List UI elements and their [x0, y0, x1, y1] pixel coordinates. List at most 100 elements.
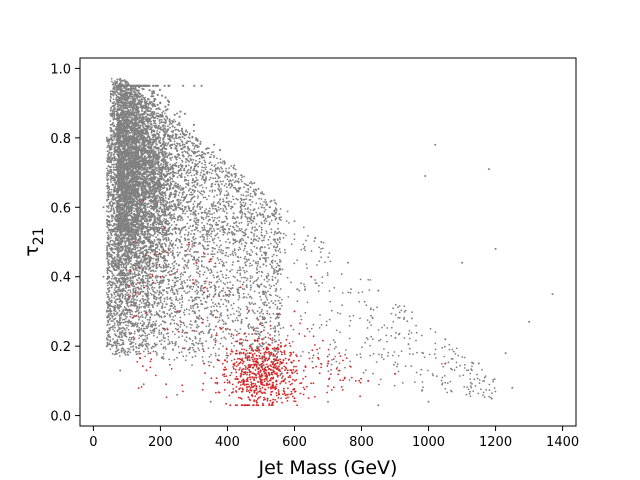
- data-point: [188, 133, 191, 136]
- data-point: [145, 173, 148, 176]
- data-point: [174, 189, 177, 192]
- data-point: [185, 308, 188, 311]
- data-point: [322, 241, 325, 244]
- data-point: [293, 371, 296, 374]
- data-point: [201, 347, 204, 350]
- data-point: [482, 391, 485, 394]
- data-point: [264, 198, 267, 201]
- data-point: [233, 181, 236, 184]
- data-point: [272, 272, 275, 275]
- data-point: [122, 257, 125, 260]
- data-point: [168, 233, 171, 235]
- data-point: [143, 321, 145, 324]
- data-point: [151, 288, 154, 291]
- data-point: [206, 319, 209, 322]
- points-layer: [102, 77, 554, 407]
- data-point: [303, 285, 306, 288]
- data-point: [127, 293, 130, 296]
- data-point: [147, 348, 149, 350]
- data-point: [147, 225, 149, 227]
- data-point: [206, 287, 209, 290]
- data-point: [261, 271, 264, 274]
- data-point: [429, 327, 432, 330]
- data-point: [201, 356, 204, 358]
- data-point: [269, 263, 272, 266]
- data-point: [197, 224, 199, 226]
- data-point: [226, 281, 229, 284]
- data-point: [230, 180, 232, 182]
- data-point: [265, 321, 268, 324]
- data-point: [240, 321, 243, 323]
- data-point: [178, 124, 181, 126]
- data-point: [113, 116, 116, 119]
- data-point: [145, 263, 148, 266]
- data-point: [221, 221, 224, 223]
- data-point: [349, 360, 351, 363]
- data-point: [188, 276, 191, 279]
- data-point: [187, 259, 190, 262]
- data-point: [306, 234, 309, 237]
- data-point: [215, 332, 218, 335]
- data-point: [180, 227, 183, 230]
- data-point: [108, 316, 110, 318]
- data-point: [394, 314, 397, 316]
- data-point: [132, 90, 135, 93]
- data-point: [205, 208, 208, 210]
- data-point: [397, 355, 400, 357]
- data-point: [245, 335, 248, 338]
- data-point: [170, 273, 173, 276]
- data-point: [193, 344, 195, 347]
- data-point: [126, 291, 129, 294]
- data-point: [130, 336, 133, 339]
- data-point: [387, 355, 389, 357]
- data-point: [174, 327, 177, 330]
- data-point: [240, 243, 243, 245]
- data-point: [222, 170, 225, 173]
- data-point: [255, 330, 257, 332]
- data-point: [112, 121, 114, 124]
- data-point: [169, 266, 172, 269]
- data-point: [325, 320, 328, 323]
- data-point: [239, 229, 242, 232]
- data-point: [203, 182, 206, 184]
- data-point: [258, 270, 260, 273]
- data-point: [290, 281, 292, 284]
- data-point: [215, 244, 218, 247]
- data-point: [112, 312, 115, 315]
- data-point: [158, 265, 161, 268]
- data-point: [249, 303, 252, 305]
- data-point: [472, 362, 475, 365]
- data-point: [334, 341, 336, 344]
- data-point: [126, 313, 128, 315]
- data-point: [126, 244, 129, 247]
- data-point: [466, 386, 469, 388]
- data-point: [186, 131, 189, 134]
- data-point: [142, 96, 145, 99]
- data-point: [180, 167, 182, 170]
- data-point: [210, 235, 213, 238]
- data-point: [339, 331, 341, 334]
- data-point: [183, 309, 186, 312]
- data-point: [261, 315, 264, 318]
- data-point: [231, 263, 234, 266]
- data-point: [148, 179, 150, 182]
- data-point: [197, 162, 199, 165]
- data-point: [211, 169, 214, 172]
- data-point: [107, 269, 110, 271]
- data-point: [271, 341, 274, 344]
- data-point: [442, 365, 445, 368]
- data-point: [193, 147, 196, 150]
- data-point: [277, 227, 279, 230]
- data-point: [393, 384, 396, 387]
- data-point: [227, 295, 230, 298]
- data-point: [225, 190, 228, 193]
- data-point: [247, 194, 250, 197]
- data-point: [219, 342, 222, 345]
- data-point: [244, 213, 247, 216]
- data-point: [251, 251, 254, 253]
- data-point: [112, 98, 115, 101]
- data-point: [158, 303, 160, 305]
- data-point: [330, 309, 333, 312]
- data-point: [184, 264, 187, 266]
- data-point: [326, 272, 329, 274]
